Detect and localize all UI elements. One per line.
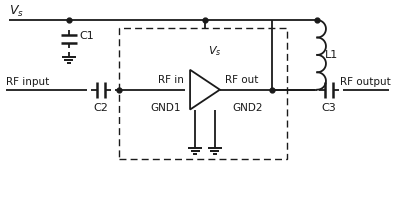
Text: RF out: RF out [225, 75, 258, 85]
Text: L1: L1 [325, 50, 338, 60]
Text: RF output: RF output [340, 77, 391, 87]
Text: C3: C3 [322, 103, 336, 113]
Text: GND1: GND1 [150, 103, 180, 112]
Text: RF in: RF in [158, 75, 184, 85]
Text: $V_s$: $V_s$ [208, 44, 222, 58]
Text: RF input: RF input [6, 77, 50, 87]
Text: C2: C2 [93, 103, 108, 113]
Text: $V_s$: $V_s$ [9, 4, 24, 19]
Text: GND2: GND2 [232, 103, 263, 112]
Text: C1: C1 [80, 31, 94, 41]
Bar [118, 28, 288, 159]
